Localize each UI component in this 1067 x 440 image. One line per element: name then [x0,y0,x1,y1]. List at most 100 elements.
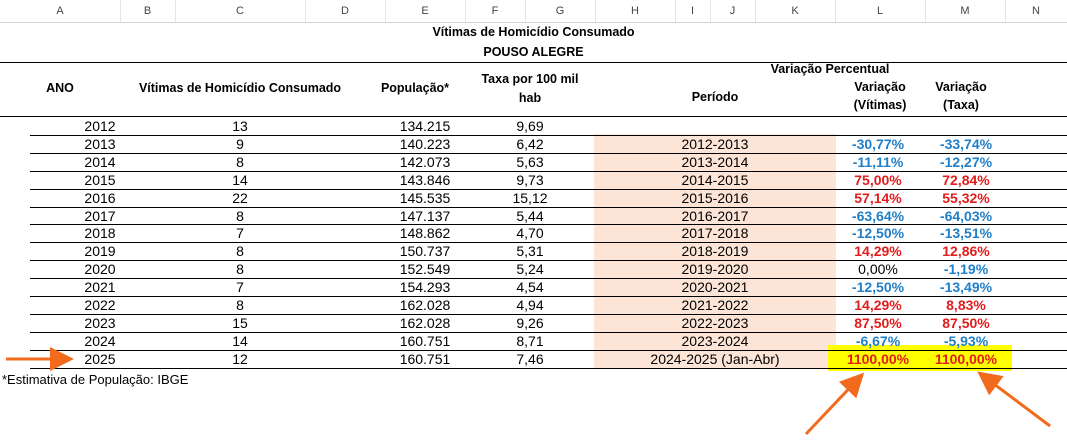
cell-periodo[interactable]: 2014-2015 [681,171,749,188]
cell-taxa[interactable]: 5,63 [516,153,544,170]
cell-ano[interactable]: 2025 [84,350,116,367]
cell-populacao[interactable]: 142.073 [399,153,451,170]
cell-vitimas[interactable]: 8 [236,297,244,313]
cell-vitimas[interactable]: 8 [236,207,244,224]
column-header-k[interactable]: K [755,0,836,22]
cell-var-vitimas[interactable]: 14,29% [854,243,902,260]
cell-taxa[interactable]: 4,54 [516,279,544,296]
cell-populacao[interactable]: 134.215 [399,118,451,134]
cell-vitimas[interactable]: 7 [236,279,244,296]
cell-ano[interactable]: 2012 [84,118,116,134]
cell-populacao[interactable]: 145.535 [399,189,451,206]
cell-populacao[interactable]: 160.751 [399,350,451,367]
column-header-n[interactable]: N [1005,0,1067,22]
cell-ano[interactable]: 2020 [84,261,116,278]
column-header-d[interactable]: D [305,0,386,22]
cell-ano[interactable]: 2019 [84,243,116,260]
cell-vitimas[interactable]: 14 [232,332,248,349]
cell-var-taxa[interactable]: 72,84% [942,171,990,188]
cell-periodo[interactable]: 2024-2025 (Jan-Abr) [650,350,780,367]
cell-taxa[interactable]: 4,70 [516,225,544,242]
cell-var-taxa[interactable]: -13,51% [939,225,993,242]
cell-var-vitimas[interactable]: 57,14% [854,189,902,206]
cell-vitimas[interactable]: 7 [236,225,244,242]
cell-ano[interactable]: 2023 [84,314,116,331]
column-header-j[interactable]: J [710,0,756,22]
column-header-a[interactable]: A [0,0,121,22]
cell-var-taxa[interactable]: 12,86% [942,243,990,260]
cell-periodo[interactable]: 2019-2020 [681,261,749,278]
cell-var-vitimas[interactable]: -12,50% [851,225,905,242]
cell-var-vitimas[interactable]: -63,64% [851,207,905,224]
cell-ano[interactable]: 2014 [84,153,116,170]
cell-ano[interactable]: 2024 [84,332,116,349]
cell-populacao[interactable]: 150.737 [399,243,451,260]
column-header-c[interactable]: C [175,0,306,22]
cell-var-taxa[interactable]: 8,83% [946,297,986,313]
cell-populacao[interactable]: 140.223 [399,135,451,152]
cell-var-taxa[interactable]: 87,50% [942,314,990,331]
cell-taxa[interactable]: 15,12 [512,189,548,206]
cell-vitimas[interactable]: 8 [236,261,244,278]
cell-ano[interactable]: 2022 [84,297,116,313]
column-header-h[interactable]: H [595,0,676,22]
cell-taxa[interactable]: 5,31 [516,243,544,260]
cell-taxa[interactable]: 5,24 [516,261,544,278]
cell-ano[interactable]: 2021 [84,279,116,296]
cell-populacao[interactable]: 148.862 [399,225,451,242]
cell-var-vitimas[interactable]: 75,00% [854,171,902,188]
cell-vitimas[interactable]: 22 [232,189,248,206]
cell-taxa[interactable]: 4,94 [516,297,544,313]
column-header-i[interactable]: I [675,0,711,22]
cell-var-taxa[interactable]: 1100,00% [934,350,998,367]
cell-ano[interactable]: 2017 [84,207,116,224]
cell-periodo[interactable]: 2022-2023 [681,314,749,331]
cell-var-taxa[interactable]: -1,19% [943,261,989,278]
cell-var-vitimas[interactable]: 1100,00% [846,350,910,367]
cell-taxa[interactable]: 8,71 [516,332,544,349]
cell-ano[interactable]: 2018 [84,225,116,242]
cell-ano[interactable]: 2013 [84,135,116,152]
cell-var-vitimas[interactable]: -12,50% [851,279,905,296]
cell-ano[interactable]: 2016 [84,189,116,206]
cell-periodo[interactable]: 2017-2018 [681,225,749,242]
cell-var-taxa[interactable]: 55,32% [942,189,990,206]
cell-periodo[interactable]: 2023-2024 [681,332,749,349]
cell-populacao[interactable]: 162.028 [399,297,451,313]
cell-var-taxa[interactable]: -5,93% [943,332,989,349]
cell-taxa[interactable]: 9,26 [516,314,544,331]
cell-periodo[interactable]: 2018-2019 [681,243,749,260]
cell-periodo[interactable]: 2013-2014 [681,153,749,170]
cell-var-vitimas[interactable]: -6,67% [855,332,901,349]
cell-vitimas[interactable]: 8 [236,243,244,260]
cell-vitimas[interactable]: 9 [236,135,244,152]
cell-periodo[interactable]: 2015-2016 [681,189,749,206]
cell-vitimas[interactable]: 13 [232,118,248,134]
cell-taxa[interactable]: 7,46 [516,350,544,367]
column-header-l[interactable]: L [835,0,926,22]
cell-taxa[interactable]: 6,42 [516,135,544,152]
cell-vitimas[interactable]: 14 [232,171,248,188]
cell-periodo[interactable]: 2021-2022 [681,297,749,313]
column-header-f[interactable]: F [465,0,526,22]
cell-var-vitimas[interactable]: -11,11% [852,153,904,170]
cell-populacao[interactable]: 147.137 [399,207,451,224]
cell-periodo[interactable]: 2016-2017 [681,207,749,224]
cell-populacao[interactable]: 143.846 [399,171,451,188]
cell-vitimas[interactable]: 15 [232,314,248,331]
cell-vitimas[interactable]: 8 [236,153,244,170]
cell-populacao[interactable]: 162.028 [399,314,451,331]
cell-taxa[interactable]: 9,73 [516,171,544,188]
cell-populacao[interactable]: 160.751 [399,332,451,349]
cell-var-taxa[interactable]: -33,74% [939,135,993,152]
column-header-m[interactable]: M [925,0,1006,22]
column-header-b[interactable]: B [120,0,176,22]
column-header-e[interactable]: E [385,0,466,22]
cell-taxa[interactable]: 5,44 [516,207,544,224]
cell-var-taxa[interactable]: -12,27% [939,153,993,170]
column-header-g[interactable]: G [525,0,596,22]
cell-populacao[interactable]: 154.293 [399,279,451,296]
cell-var-taxa[interactable]: -64,03% [939,207,993,224]
cell-vitimas[interactable]: 12 [232,350,248,367]
cell-var-vitimas[interactable]: 0,00% [858,261,898,278]
